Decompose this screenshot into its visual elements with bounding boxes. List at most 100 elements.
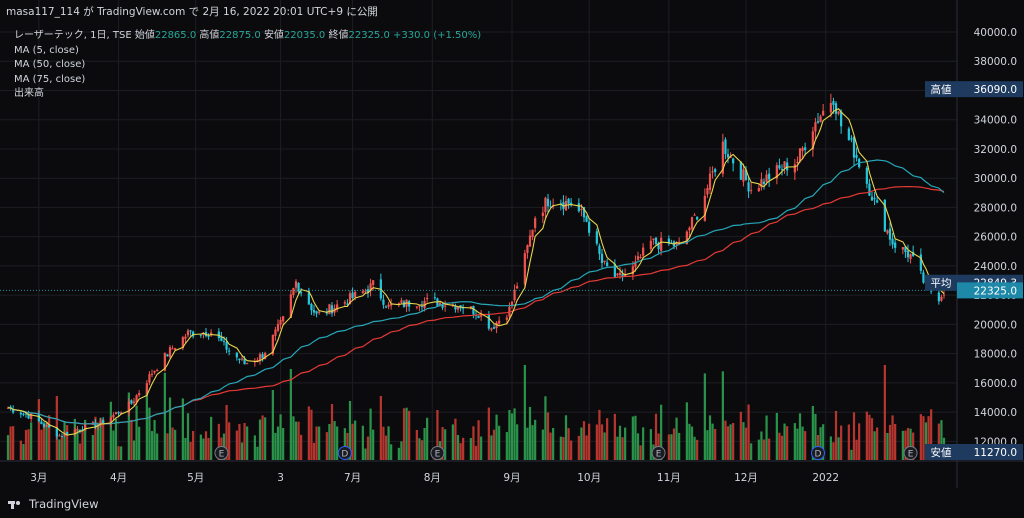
ma5-legend[interactable]: MA (5, close) (14, 44, 79, 56)
volume-bar (567, 428, 570, 460)
volume-bar (588, 423, 591, 460)
candle-body (690, 217, 694, 229)
volume-bar (462, 437, 465, 460)
volume-bar (876, 427, 879, 460)
price-label-box (957, 81, 1023, 98)
volume-bar (492, 429, 496, 460)
volume-bar (436, 409, 439, 460)
candle-body (78, 430, 82, 432)
ma50-legend[interactable]: MA (50, close) (14, 59, 86, 70)
candle-body (495, 322, 498, 329)
candle-body (765, 174, 768, 182)
volume-bar (24, 429, 28, 460)
candle-body (585, 216, 588, 222)
volume-bar (510, 413, 514, 460)
candle-body (706, 188, 709, 195)
candle-body (271, 334, 274, 355)
volume-bar (703, 373, 706, 460)
candle-body (243, 358, 246, 365)
price-label-name: 高値 (931, 83, 952, 96)
volume-bar (667, 434, 670, 460)
ma75-legend[interactable]: MA (75, close) (14, 73, 86, 85)
candle-body (528, 235, 532, 247)
candle-body (816, 121, 820, 123)
candle-body (408, 301, 411, 307)
candle-body (942, 294, 946, 296)
candle-body (654, 237, 658, 245)
candle-body (618, 272, 622, 276)
volume-bar (189, 441, 192, 460)
price-label-value: 11270.0 (974, 447, 1017, 459)
price-chart[interactable]: DE E E D E12000.014000.016000.018000.020000.… (0, 0, 1024, 488)
volume-bar (109, 401, 112, 460)
volume-bar (757, 439, 760, 460)
volume-bar (678, 432, 681, 460)
volume-bar (526, 427, 529, 460)
volume-bar (330, 404, 334, 460)
candle-body (613, 264, 616, 277)
volume-bar (760, 431, 763, 460)
volume-bar (513, 408, 516, 460)
candle-body (145, 383, 148, 394)
volume-bar (384, 435, 388, 460)
volume-bar (42, 423, 46, 460)
candle-body (120, 412, 123, 414)
volume-bar (552, 427, 555, 460)
volume-bar (405, 407, 408, 460)
volume-bar (418, 438, 421, 460)
volume-bar (102, 418, 105, 460)
candle-body (130, 400, 133, 404)
volume-bar (850, 449, 853, 460)
volume-bar (600, 424, 604, 460)
volume-bar (369, 408, 372, 460)
candle-body (168, 347, 172, 358)
event-marker-label: D (341, 450, 348, 460)
volume-bar (886, 433, 889, 460)
candle-body (258, 354, 262, 361)
volume-bar (621, 437, 624, 460)
volume-bar (829, 436, 832, 460)
candle-body (40, 421, 43, 424)
volume-bar (354, 420, 357, 460)
volume-bar (112, 430, 115, 460)
volume-bar (318, 426, 321, 460)
volume-bar (865, 411, 868, 460)
volume-bar (228, 422, 231, 460)
volume-bar (564, 415, 568, 460)
candle-body (354, 291, 357, 297)
volume-legend[interactable]: 出来高 (14, 88, 44, 99)
volume-bar (456, 434, 460, 460)
event-marker-d (337, 446, 352, 460)
volume-bar (832, 442, 835, 460)
candle-body (343, 302, 346, 304)
volume-bar (415, 429, 418, 460)
volume-bar (207, 437, 210, 460)
volume-bar (387, 426, 390, 460)
candle-body (210, 332, 213, 336)
volume-bar (307, 406, 310, 460)
volume-bar (747, 404, 750, 460)
candle-body (757, 188, 760, 192)
volume-bar (804, 431, 807, 460)
candle-body (523, 253, 526, 285)
volume-bar (91, 435, 94, 460)
volume-bar (796, 428, 799, 460)
event-marker-e (430, 446, 445, 460)
candle-body (310, 303, 313, 311)
volume-bar (840, 425, 843, 460)
volume-bar (834, 410, 838, 460)
candle-body (793, 164, 796, 173)
brand[interactable]: TradingView (8, 497, 98, 511)
candle-body (652, 238, 655, 241)
chart-legend: レーザーテック, 1日, TSE 始値22865.0 高値22875.0 安値2… (14, 29, 481, 102)
candle-body (873, 198, 876, 200)
candle-body (693, 214, 696, 216)
candle-body (397, 303, 400, 305)
candle-body (382, 299, 385, 305)
candle-body (829, 103, 832, 113)
candle-body (472, 305, 475, 315)
volume-bar (927, 416, 930, 460)
event-marker-d (811, 446, 825, 460)
candle-body (186, 330, 190, 336)
volume-bar (714, 428, 717, 460)
